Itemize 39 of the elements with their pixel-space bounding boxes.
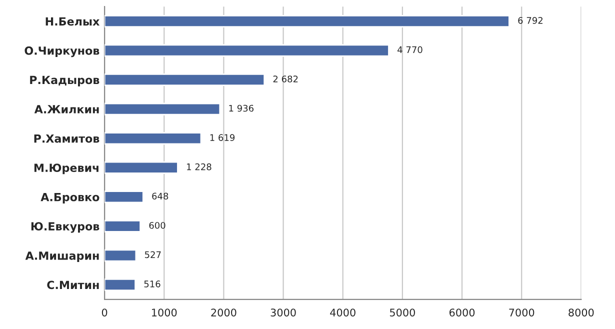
bar: [104, 102, 221, 116]
bar: [104, 14, 510, 28]
x-tick-label: 0: [102, 308, 108, 316]
x-tick-label: 3000: [270, 308, 296, 316]
bar: [104, 161, 178, 174]
x-tick-label: 1000: [152, 308, 177, 316]
data-label: 648: [152, 192, 168, 200]
data-label: 4 770: [398, 46, 422, 54]
y-tick-label: Ю.Евкуров: [31, 222, 100, 233]
data-label: 1 228: [187, 163, 212, 170]
data-label: 1 936: [229, 104, 254, 112]
data-label: 600: [149, 222, 166, 229]
y-tick-label: Р.Кадыров: [30, 76, 100, 86]
y-tick-label: А.Мишарин: [25, 252, 99, 262]
x-tick-label: 4000: [330, 308, 356, 316]
y-tick-label: М.Юревич: [34, 164, 98, 174]
data-label: 527: [144, 251, 161, 258]
x-tick-label: 6000: [449, 308, 475, 316]
bar: [104, 278, 136, 292]
data-label: 516: [144, 280, 160, 288]
bar: [104, 132, 202, 145]
bar: [104, 74, 266, 86]
y-tick-label: А.Бровко: [40, 193, 100, 204]
bar: [104, 249, 137, 262]
bar: [104, 190, 144, 204]
data-label: 6 792: [518, 17, 542, 24]
y-tick-label: А.Жилкин: [34, 105, 99, 114]
x-tick-label: 5000: [390, 308, 416, 316]
x-tick-label: 7000: [509, 308, 534, 316]
bar: [104, 220, 141, 232]
bar: [104, 44, 390, 57]
y-tick-label: Р.Хамитов: [34, 134, 100, 143]
y-tick-label: С.Митин: [47, 280, 99, 290]
y-tick-label: Н.Белых: [46, 17, 100, 26]
y-tick-label: О.Чиркунов: [24, 46, 100, 58]
data-label: 1 619: [210, 134, 235, 141]
x-tick-label: 8000: [568, 308, 594, 316]
x-tick-label: 2000: [211, 308, 236, 316]
data-label: 2 682: [273, 76, 298, 82]
